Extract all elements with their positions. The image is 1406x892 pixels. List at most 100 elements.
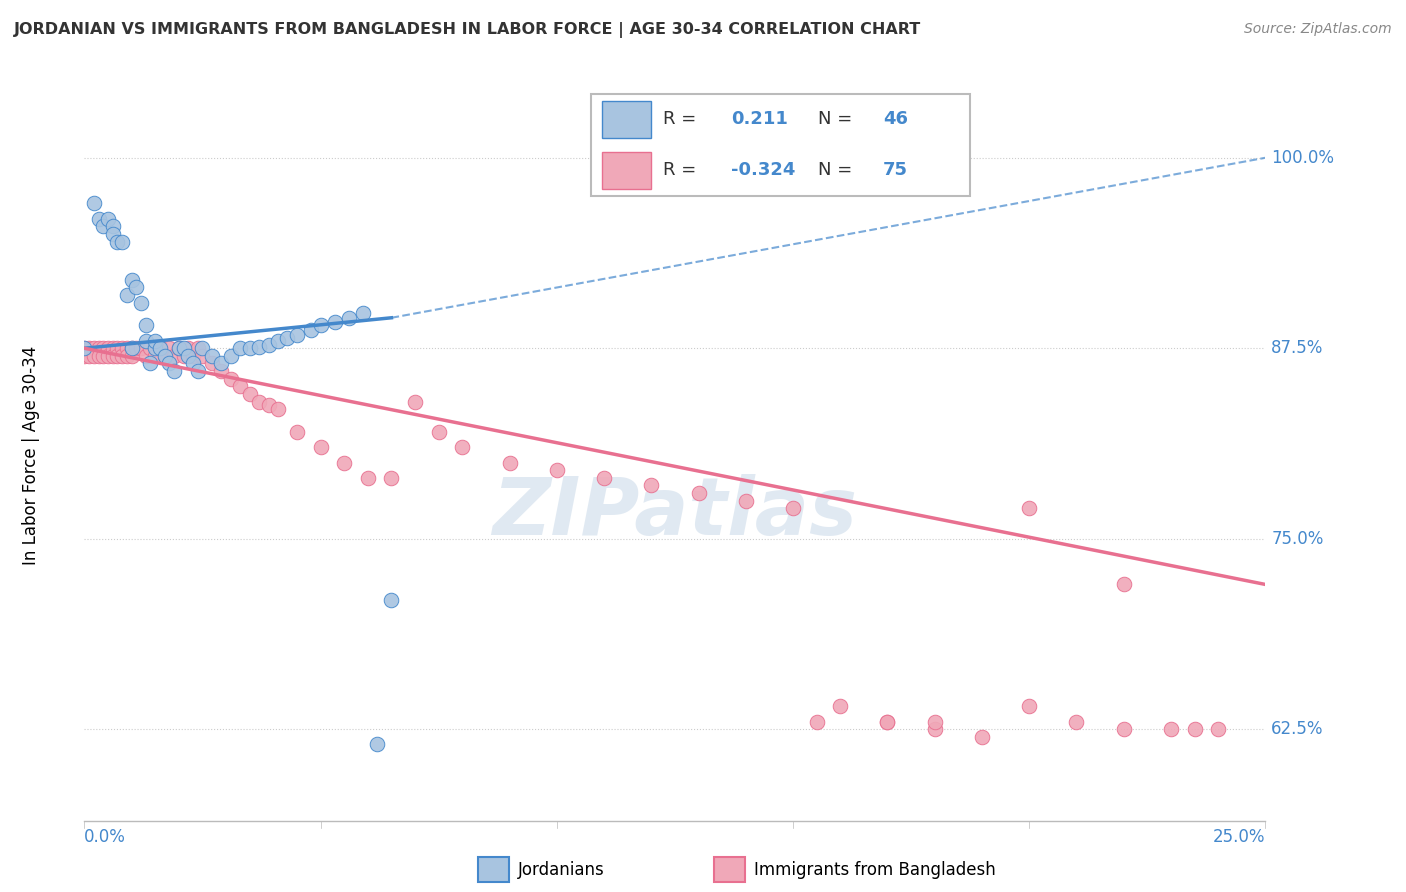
Text: N =: N = bbox=[818, 161, 852, 179]
Point bbox=[285, 327, 308, 342]
Point bbox=[876, 714, 898, 729]
Point bbox=[83, 349, 105, 363]
Point bbox=[157, 341, 180, 355]
Point bbox=[924, 722, 946, 736]
Point bbox=[1018, 699, 1040, 714]
Text: 100.0%: 100.0% bbox=[1271, 149, 1334, 167]
Point bbox=[209, 364, 232, 378]
Point bbox=[209, 356, 232, 370]
Point bbox=[149, 341, 172, 355]
Point bbox=[734, 493, 756, 508]
Text: Immigrants from Bangladesh: Immigrants from Bangladesh bbox=[754, 861, 995, 879]
Point bbox=[73, 349, 96, 363]
Point bbox=[1206, 722, 1229, 736]
Point bbox=[380, 592, 402, 607]
FancyBboxPatch shape bbox=[714, 857, 745, 882]
FancyBboxPatch shape bbox=[602, 101, 651, 137]
Point bbox=[101, 341, 124, 355]
Point bbox=[97, 349, 120, 363]
Point bbox=[219, 349, 242, 363]
Text: 25.0%: 25.0% bbox=[1213, 829, 1265, 847]
Point bbox=[333, 456, 356, 470]
Point bbox=[111, 235, 134, 249]
Point bbox=[970, 730, 993, 744]
Point bbox=[135, 318, 157, 333]
Point bbox=[173, 349, 195, 363]
Point bbox=[101, 219, 124, 234]
Point bbox=[924, 714, 946, 729]
Point bbox=[181, 356, 204, 370]
Point bbox=[173, 341, 195, 355]
Point bbox=[111, 349, 134, 363]
Point bbox=[309, 440, 332, 454]
Point bbox=[153, 349, 176, 363]
Point bbox=[121, 349, 143, 363]
Point bbox=[107, 235, 129, 249]
Point bbox=[91, 349, 114, 363]
Point bbox=[323, 315, 346, 329]
Point bbox=[285, 425, 308, 439]
Point bbox=[167, 341, 190, 355]
Point bbox=[73, 341, 96, 355]
Text: JORDANIAN VS IMMIGRANTS FROM BANGLADESH IN LABOR FORCE | AGE 30-34 CORRELATION C: JORDANIAN VS IMMIGRANTS FROM BANGLADESH … bbox=[14, 22, 921, 38]
Point bbox=[267, 334, 290, 348]
Point bbox=[91, 341, 114, 355]
Point bbox=[498, 456, 520, 470]
Point bbox=[73, 341, 96, 355]
Point bbox=[167, 341, 190, 355]
Point bbox=[299, 323, 322, 337]
Point bbox=[640, 478, 662, 492]
Point bbox=[135, 349, 157, 363]
Text: 75: 75 bbox=[883, 161, 908, 179]
Text: 46: 46 bbox=[883, 110, 908, 128]
FancyBboxPatch shape bbox=[478, 857, 509, 882]
Point bbox=[337, 310, 360, 325]
Point bbox=[121, 341, 143, 355]
Text: Source: ZipAtlas.com: Source: ZipAtlas.com bbox=[1244, 22, 1392, 37]
Point bbox=[107, 341, 129, 355]
Point bbox=[129, 341, 152, 355]
Point bbox=[267, 402, 290, 417]
Point bbox=[1112, 722, 1135, 736]
Point bbox=[806, 714, 828, 729]
Point bbox=[101, 227, 124, 241]
Point bbox=[153, 349, 176, 363]
Point bbox=[163, 364, 186, 378]
Point bbox=[276, 330, 298, 344]
Text: N =: N = bbox=[818, 110, 852, 128]
FancyBboxPatch shape bbox=[591, 94, 970, 196]
Point bbox=[101, 349, 124, 363]
Text: In Labor Force | Age 30-34: In Labor Force | Age 30-34 bbox=[22, 345, 41, 565]
Point bbox=[97, 211, 120, 226]
FancyBboxPatch shape bbox=[602, 153, 651, 189]
Point bbox=[139, 356, 162, 370]
Point bbox=[177, 349, 200, 363]
Point bbox=[201, 356, 224, 370]
Point bbox=[404, 394, 426, 409]
Point bbox=[257, 398, 280, 412]
Point bbox=[129, 295, 152, 310]
Point bbox=[239, 341, 262, 355]
Point bbox=[77, 349, 100, 363]
Point bbox=[451, 440, 474, 454]
Text: 0.211: 0.211 bbox=[731, 110, 787, 128]
Point bbox=[219, 372, 242, 386]
Point bbox=[143, 334, 166, 348]
Point bbox=[149, 341, 172, 355]
Point bbox=[83, 196, 105, 211]
Text: 62.5%: 62.5% bbox=[1271, 720, 1324, 739]
Point bbox=[163, 349, 186, 363]
Point bbox=[121, 273, 143, 287]
Point bbox=[229, 341, 252, 355]
Point bbox=[1160, 722, 1182, 736]
Point bbox=[366, 738, 388, 752]
Point bbox=[115, 288, 138, 302]
Point bbox=[247, 394, 270, 409]
Text: 75.0%: 75.0% bbox=[1271, 530, 1323, 548]
Point bbox=[239, 387, 262, 401]
Point bbox=[688, 486, 710, 500]
Point bbox=[157, 356, 180, 370]
Point bbox=[191, 341, 214, 355]
Text: Jordanians: Jordanians bbox=[517, 861, 605, 879]
Point bbox=[830, 699, 852, 714]
